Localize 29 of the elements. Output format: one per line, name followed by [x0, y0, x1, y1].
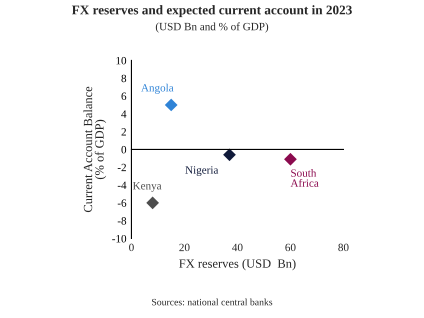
y-tick-label: 10 — [116, 56, 126, 64]
point — [284, 152, 297, 166]
series-label: Angola — [141, 84, 174, 94]
point — [146, 196, 160, 210]
y-tick-label: -6 — [118, 199, 126, 207]
y-tick-label: 8 — [121, 74, 126, 82]
y-axis-title: Current Account Balance (% of GDP) — [83, 86, 106, 212]
x-tick-label: 0 — [129, 244, 134, 252]
x-tick-label: 80 — [338, 244, 349, 252]
chart-subtitle: (USD Bn and % of GDP) — [156, 22, 268, 33]
x-tick-label: 20 — [179, 244, 190, 252]
series-label: Kenya — [132, 182, 162, 192]
y-tick-label: -2 — [118, 164, 126, 172]
y-tick-label: -10 — [112, 234, 126, 242]
series-label: South Africa — [290, 168, 319, 187]
x-tick-label: 40 — [232, 244, 243, 252]
point — [223, 148, 236, 162]
x-tick-label: 60 — [285, 244, 296, 252]
chart-title: FX reserves and expected current account in 2023 — [72, 5, 352, 18]
y-tick-label: 6 — [122, 92, 126, 100]
source-note: Sources: national central banks — [152, 298, 272, 306]
y-tick-label: 2 — [122, 128, 126, 136]
x-axis-title: FX reserves (USD Bn) — [179, 258, 296, 270]
y-tick-label: 0 — [121, 146, 126, 154]
series-label: Nigeria — [185, 166, 218, 176]
y-tick-label: 4 — [121, 110, 126, 118]
y-tick-label: -4 — [118, 182, 126, 189]
point — [164, 98, 178, 112]
y-tick-label: -8 — [118, 217, 126, 225]
